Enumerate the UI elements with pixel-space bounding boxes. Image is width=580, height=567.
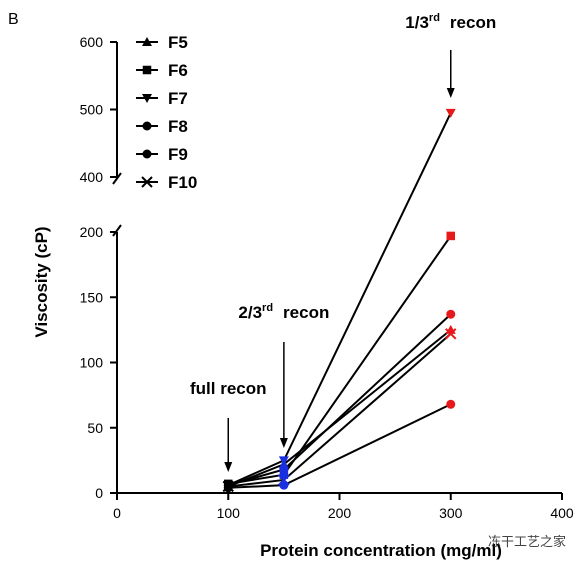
data-point-f9 bbox=[446, 399, 456, 409]
data-point-f10 bbox=[445, 328, 457, 340]
y-tick-label: 100 bbox=[80, 355, 104, 371]
annotation-label: full recon bbox=[190, 379, 267, 398]
y-tick-label: 600 bbox=[80, 34, 104, 50]
legend-marker bbox=[142, 65, 152, 75]
y-tick-label: 500 bbox=[80, 102, 104, 118]
data-point-f10 bbox=[278, 474, 290, 486]
y-axis-label: Viscosity (cP) bbox=[32, 226, 51, 337]
y-tick-label: 0 bbox=[95, 485, 103, 501]
data-point-f6 bbox=[446, 231, 455, 241]
series-line-f7 bbox=[227, 112, 452, 487]
watermark: 冻干工艺之家 bbox=[488, 534, 566, 550]
legend: F5 F6 F7 F8 F9 F10 bbox=[136, 33, 197, 192]
x-axis-label: Protein concentration (mg/ml) bbox=[260, 541, 502, 560]
data-point-f7 bbox=[445, 108, 456, 118]
legend-marker bbox=[142, 37, 152, 46]
x-tick-label: 100 bbox=[217, 505, 241, 521]
y-axis-break-mark bbox=[112, 224, 122, 237]
y-tick-label: 400 bbox=[80, 169, 104, 185]
annotation-arrowhead bbox=[224, 462, 233, 472]
legend-label: F7 bbox=[168, 89, 188, 108]
y-tick-label: 50 bbox=[87, 420, 103, 436]
y-tick-label: 200 bbox=[80, 224, 104, 240]
annotation-label: 1/3rd recon bbox=[405, 12, 496, 32]
data-point-f7 bbox=[278, 456, 289, 466]
legend-label: F6 bbox=[168, 61, 188, 80]
x-tick-label: 0 bbox=[113, 505, 121, 521]
data-point-f10 bbox=[222, 480, 234, 493]
annotation-arrowhead bbox=[279, 438, 288, 448]
panel-label: B bbox=[8, 11, 19, 28]
series-line-f8 bbox=[227, 313, 452, 487]
legend-marker bbox=[142, 149, 152, 159]
annotation-label: 2/3rd recon bbox=[238, 302, 329, 322]
x-tick-label: 300 bbox=[439, 505, 463, 521]
series-lines bbox=[227, 112, 452, 489]
series-line-f5 bbox=[227, 329, 452, 488]
data-point-f8 bbox=[446, 309, 456, 319]
legend-label: F9 bbox=[168, 145, 188, 164]
legend-label: F10 bbox=[168, 173, 197, 192]
series-line-f6 bbox=[228, 235, 452, 485]
annotations: full recon 2/3rd recon 1/3rd recon bbox=[190, 12, 496, 472]
axes: 0 100 200 300 400 0 50 100 150 200 400 500 600 bbox=[80, 34, 574, 521]
legend-marker bbox=[142, 121, 152, 131]
y-axis-break-mark bbox=[112, 172, 122, 185]
annotation-arrowhead bbox=[446, 88, 455, 98]
data-point-f6 bbox=[279, 470, 289, 479]
data-markers bbox=[222, 108, 457, 493]
legend-marker bbox=[142, 94, 152, 103]
legend-marker bbox=[141, 176, 153, 188]
x-tick-label: 200 bbox=[328, 505, 352, 521]
y-tick-label: 150 bbox=[80, 289, 104, 305]
legend-label: F5 bbox=[168, 33, 188, 52]
x-tick-label: 400 bbox=[550, 505, 574, 521]
data-point-f8 bbox=[279, 465, 289, 475]
legend-label: F8 bbox=[168, 117, 188, 136]
